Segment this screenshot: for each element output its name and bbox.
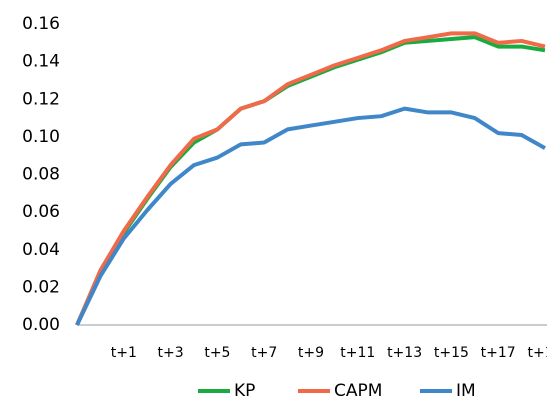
y-tick-label: 0.10 xyxy=(22,127,60,147)
series-line xyxy=(75,31,546,326)
x-tick-label: t+7 xyxy=(251,345,277,361)
y-tick-label: 0.00 xyxy=(22,315,60,335)
legend-label: IM xyxy=(456,381,476,401)
y-tick-label: 0.16 xyxy=(22,14,60,34)
y-tick-label: 0.08 xyxy=(22,165,60,185)
y-tick-label: 0.14 xyxy=(22,52,60,72)
x-tick-label: t+11 xyxy=(340,345,375,361)
series-line xyxy=(75,106,546,326)
legend-label: KP xyxy=(234,381,255,401)
y-tick-label: 0.02 xyxy=(22,277,60,297)
x-tick-label: t+3 xyxy=(158,345,184,361)
x-tick-label: t+9 xyxy=(298,345,324,361)
legend-label: CAPM xyxy=(334,381,382,401)
x-tick-label: t+17 xyxy=(481,345,516,361)
x-tick-label: t+13 xyxy=(387,345,422,361)
y-tick-label: 0.06 xyxy=(22,202,60,222)
series-line xyxy=(75,35,546,326)
x-tick-label: t+15 xyxy=(434,345,469,361)
y-tick-label: 0.12 xyxy=(22,89,60,109)
y-tick-label: 0.04 xyxy=(22,240,60,260)
x-tick-label: t+19 xyxy=(527,345,547,361)
x-tick-label: t+1 xyxy=(111,345,137,361)
x-tick-label: t+5 xyxy=(204,345,230,361)
